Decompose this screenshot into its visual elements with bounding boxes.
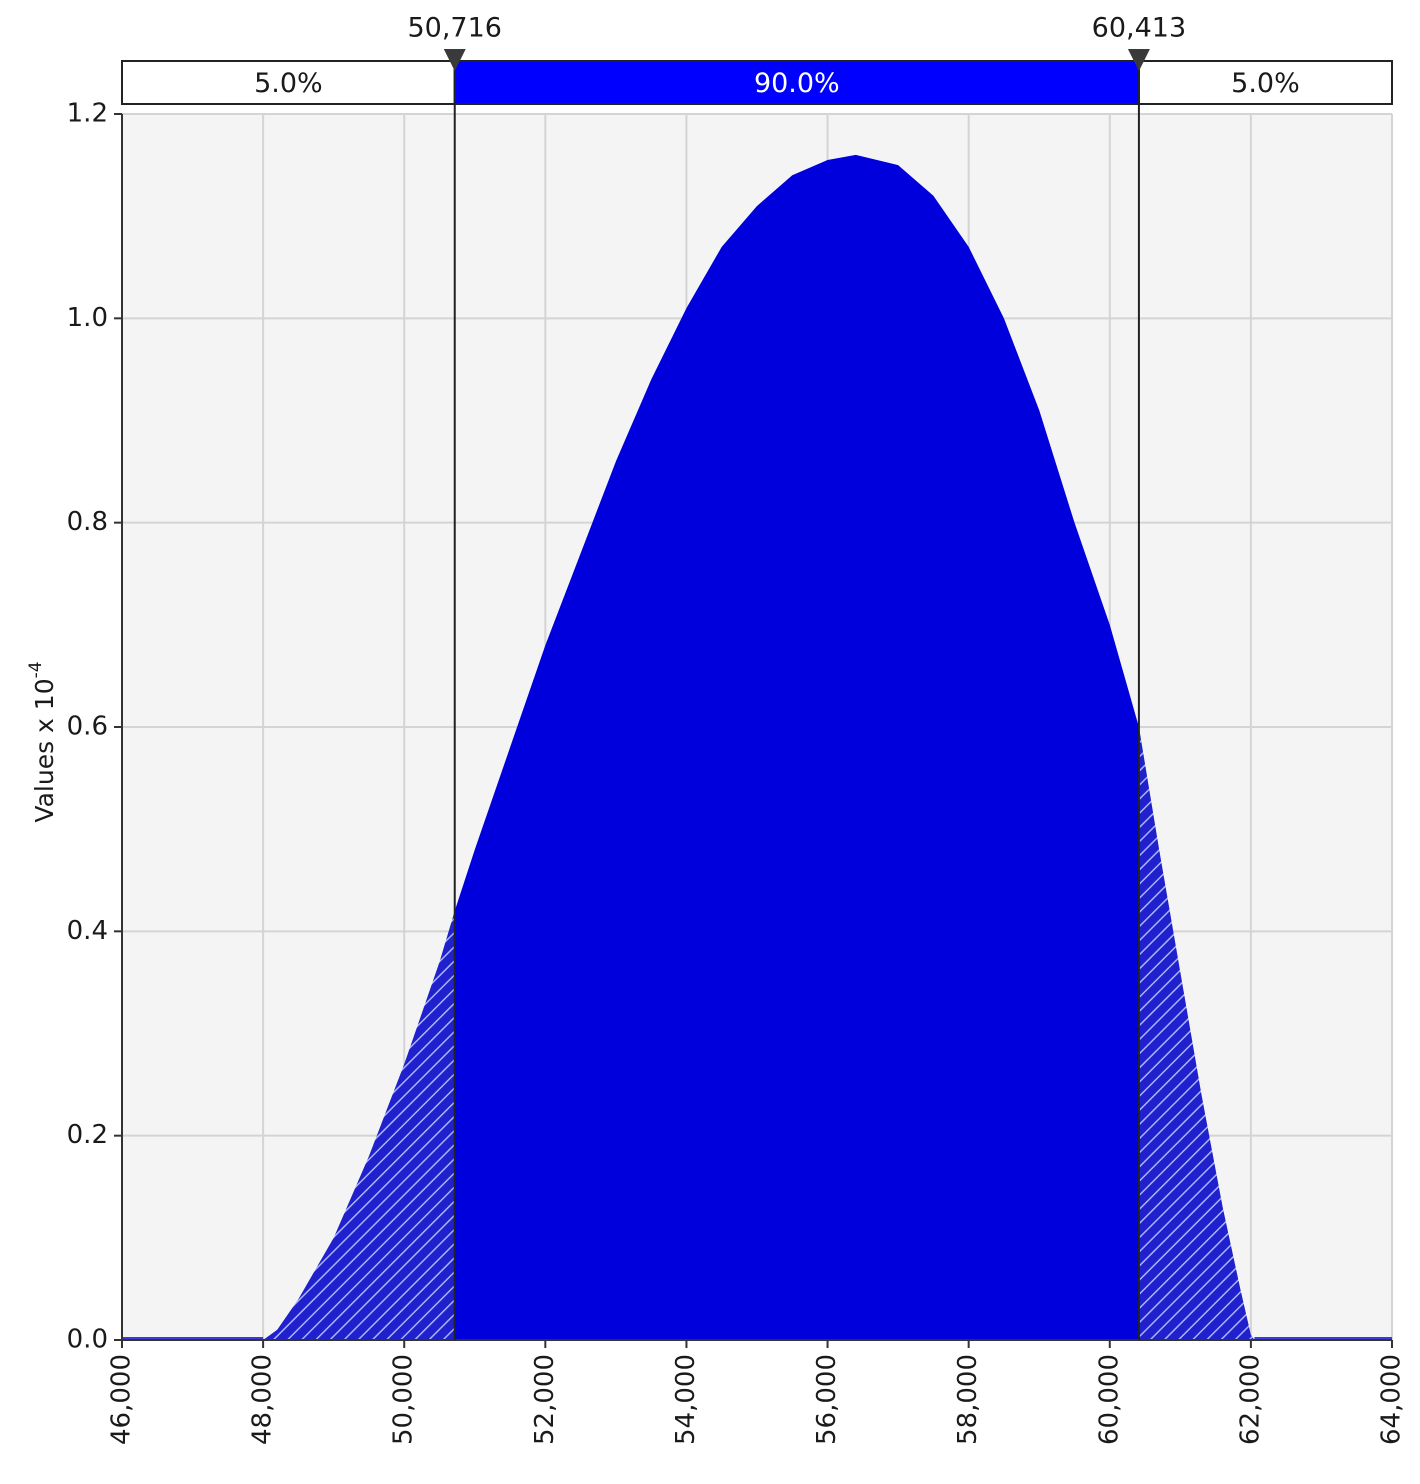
y-tick-label-6: 1.2	[67, 99, 108, 129]
x-tick-label-2: 50,000	[389, 1354, 419, 1445]
left-tail-area	[122, 910, 455, 1340]
y-axis-title-exponent: -4	[26, 661, 46, 678]
x-tick-label-9: 64,000	[1377, 1354, 1407, 1445]
y-tick-label-2: 0.4	[67, 916, 108, 946]
x-tick-label-0: 46,000	[107, 1354, 137, 1445]
band-box-2	[1137, 60, 1394, 105]
x-tick-label-3: 52,000	[530, 1354, 560, 1445]
marker-label-1: 60,413	[1092, 13, 1186, 44]
y-axis-title: Values x 10-4	[26, 661, 59, 822]
y-tick-label-0: 0.0	[67, 1325, 108, 1355]
x-axis-ticks: 46,000 48,000 50,000 52,000 54,000 56,000 58,0…	[107, 1340, 1407, 1445]
marker-triangle-1	[1127, 49, 1150, 71]
x-tick-label-8: 62,000	[1235, 1354, 1265, 1445]
band-label-1: 90.0%	[754, 68, 840, 99]
x-tick-label-7: 60,000	[1094, 1354, 1124, 1445]
y-tick-label-4: 0.8	[67, 507, 108, 537]
y-tick-label-5: 1.0	[67, 303, 108, 333]
y-axis-ticks: 0.0 0.2 0.4 0.6 0.8 1.0 1.2	[67, 99, 122, 1355]
y-tick-label-3: 0.6	[67, 712, 108, 742]
band-label-2: 5.0%	[1231, 68, 1300, 99]
x-tick-label-4: 54,000	[671, 1354, 701, 1445]
percentile-markers: 50,716 60,413	[407, 13, 1186, 1340]
x-tick-label-1: 48,000	[248, 1354, 278, 1445]
percentile-band-bar: 5.0% 90.0% 5.0%	[121, 60, 1394, 105]
right-tail-area	[1138, 727, 1392, 1340]
x-tick-label-6: 58,000	[953, 1354, 983, 1445]
band-label-0: 5.0%	[254, 68, 323, 99]
x-tick-label-5: 56,000	[812, 1354, 842, 1445]
band-box-1	[453, 60, 1140, 105]
marker-label-0: 50,716	[407, 13, 501, 44]
marker-triangle-0	[443, 49, 466, 71]
y-tick-label-1: 0.2	[67, 1120, 108, 1150]
center-area	[454, 154, 1139, 1340]
y-axis-title-text: Values x 10	[30, 678, 59, 822]
